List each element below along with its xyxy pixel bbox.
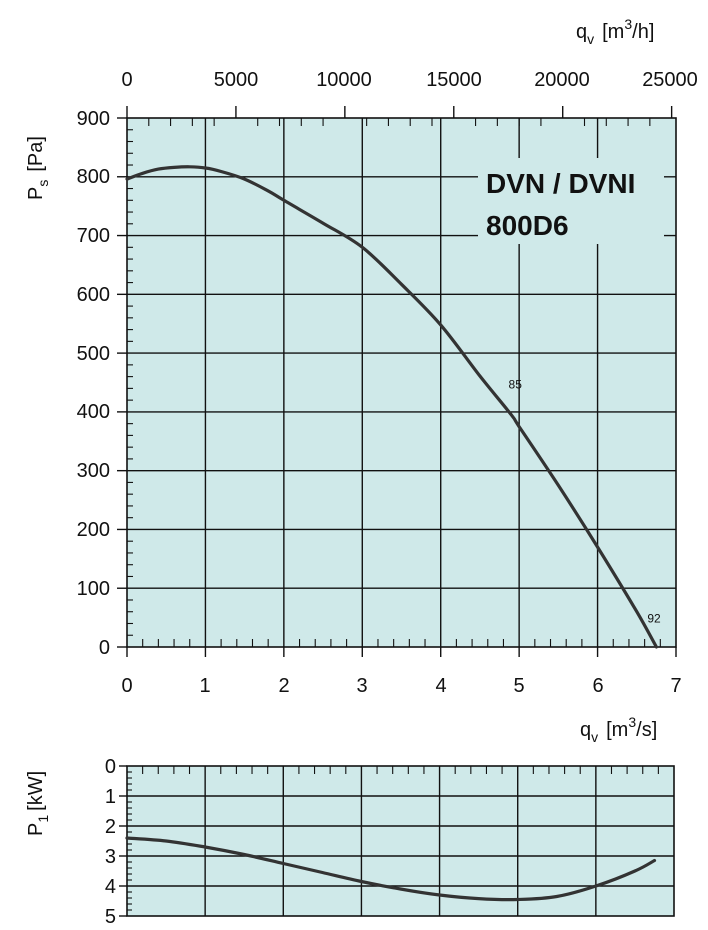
y-tick-700: 700 (77, 225, 110, 247)
pressure-curve (125, 165, 658, 649)
p-tick-1: 1 (105, 786, 116, 808)
x-label-unit-open: [m (606, 719, 628, 741)
pressure-grid (127, 118, 676, 647)
x2-tick-5000: 5000 (214, 69, 259, 91)
y-axis-label: Ps [Pa] (25, 136, 51, 200)
x-tick-3: 3 (356, 675, 367, 697)
x2-label-sup: 3 (624, 16, 632, 32)
y-tick-800: 800 (77, 166, 110, 188)
power-axis-label: P1 [kW] (25, 771, 51, 836)
x-label-unit-close: /s] (636, 719, 657, 741)
x2-axis-label: qv [m3/h] (576, 16, 654, 47)
y-tick-0: 0 (99, 637, 110, 659)
model-subtitle: 800D6 (486, 210, 569, 241)
efficiency-label-92: 92 (647, 611, 661, 625)
efficiency-label-85: 85 (509, 377, 523, 391)
x-label-symbol: q (580, 719, 591, 741)
x2-label-sub: v (587, 31, 594, 47)
y-tick-600: 600 (77, 284, 110, 306)
y-tick-200: 200 (77, 519, 110, 541)
x2-tick-20000: 20000 (534, 69, 590, 91)
power-minor-ticks (127, 766, 659, 911)
p-tick-0: 0 (105, 756, 116, 778)
x2-label-unit-close: /h] (632, 21, 654, 43)
x-tick-0: 0 (121, 675, 132, 697)
x-tick-4: 4 (435, 675, 446, 697)
model-label-background (478, 158, 664, 244)
x2-tick-15000: 15000 (426, 69, 482, 91)
y-tick-400: 400 (77, 401, 110, 423)
p-tick-5: 5 (105, 906, 116, 928)
pressure-minor-ticks (127, 118, 661, 647)
x-tick-7: 7 (670, 675, 681, 697)
y-tick-300: 300 (77, 460, 110, 482)
x2-label-unit-open: [m (602, 21, 624, 43)
p-label-unit: [kW] (25, 771, 47, 811)
x2-tick-0: 0 (121, 69, 132, 91)
pressure-chart: 0 100 200 300 400 500 600 700 800 900 0 … (25, 16, 698, 745)
x-label-sup: 3 (628, 714, 636, 730)
x-axis-label: qv [m3/s] (580, 714, 657, 745)
x-tick-5: 5 (513, 675, 524, 697)
x2-tick-25000: 25000 (642, 69, 698, 91)
p-label-symbol: P (25, 823, 47, 836)
y-tick-100: 100 (77, 578, 110, 600)
y-label-sub: s (35, 180, 51, 187)
y-label-symbol: P (25, 187, 47, 200)
p-tick-4: 4 (105, 876, 116, 898)
p-tick-3: 3 (105, 846, 116, 868)
pressure-axis-ticks (117, 106, 677, 657)
y-tick-900: 900 (77, 108, 110, 130)
power-curve (125, 836, 657, 902)
x2-label-symbol: q (576, 21, 587, 43)
power-plot-area (126, 765, 675, 917)
x-label-sub: v (591, 729, 598, 745)
x2-tick-10000: 10000 (316, 69, 372, 91)
p-tick-2: 2 (105, 816, 116, 838)
y-label-unit: [Pa] (25, 136, 47, 172)
x-tick-1: 1 (199, 675, 210, 697)
y-tick-500: 500 (77, 343, 110, 365)
model-title: DVN / DVNI (486, 168, 635, 199)
x-tick-2: 2 (278, 675, 289, 697)
power-grid (119, 765, 674, 917)
power-chart: 0 1 2 3 4 5 P1[kW] (25, 756, 675, 928)
p-label-sub: 1 (35, 815, 51, 823)
x-tick-6: 6 (592, 675, 603, 697)
